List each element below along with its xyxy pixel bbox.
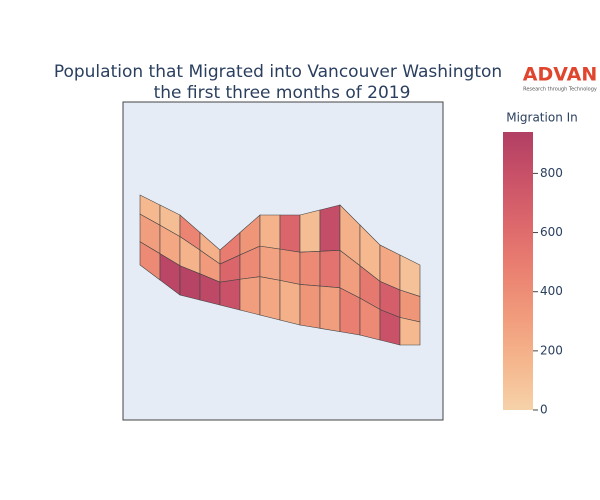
region: [219, 278, 241, 311]
colorbar-tick-label: 400: [540, 284, 563, 298]
chart-subtitle: the first three months of 2019: [154, 83, 411, 103]
region: [279, 214, 301, 253]
colorbar-tick-label: 0: [540, 403, 548, 417]
region: [279, 280, 301, 326]
region: [299, 209, 321, 253]
logo-tagline: Research through Technology: [523, 87, 597, 93]
region: [319, 250, 341, 289]
region: [279, 248, 301, 285]
region: [319, 204, 341, 252]
region: [239, 276, 261, 316]
colorbar: [503, 132, 533, 410]
colorbar-tick-label: 800: [540, 166, 563, 180]
logo-name: ADVAN: [523, 64, 598, 86]
colorbar-title: Migration In: [506, 111, 578, 125]
region: [259, 276, 281, 321]
region: [399, 317, 421, 346]
colorbar-tick-label: 600: [540, 225, 563, 239]
chart-title: Population that Migrated into Vancouver …: [54, 62, 502, 82]
region: [319, 285, 341, 333]
region: [299, 251, 321, 287]
region: [259, 214, 281, 250]
region: [259, 245, 281, 281]
region: [299, 284, 321, 329]
colorbar-tick-label: 200: [540, 343, 563, 357]
